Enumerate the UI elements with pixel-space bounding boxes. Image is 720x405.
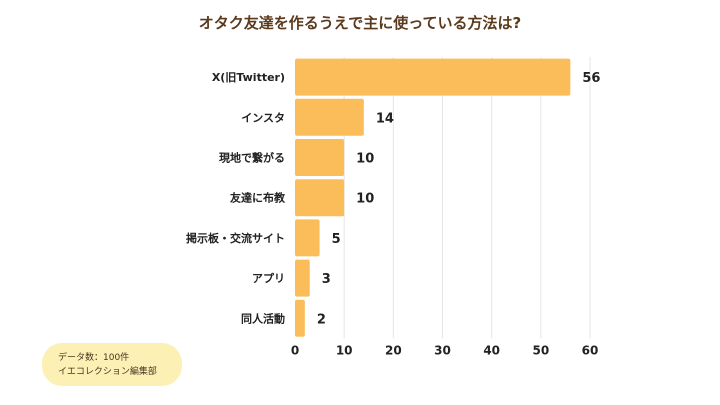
x-tick-label: 50 xyxy=(532,343,549,357)
bar xyxy=(295,179,345,217)
data-label: 10 xyxy=(356,192,374,207)
data-label: 2 xyxy=(317,312,326,327)
x-tick-label: 40 xyxy=(483,343,500,357)
bar xyxy=(295,98,364,136)
category-label: アプリ xyxy=(252,271,285,285)
bar xyxy=(295,219,320,257)
x-tick-label: 0 xyxy=(291,343,299,357)
chart-title: オタク友達を作るうえで主に使っている方法は? xyxy=(198,14,522,32)
data-label: 10 xyxy=(356,152,374,167)
x-tick-label: 60 xyxy=(582,343,599,357)
category-label: 同人活動 xyxy=(241,311,285,325)
category-label: 掲示板・交流サイト xyxy=(186,231,285,245)
x-tick-label: 20 xyxy=(385,343,402,357)
bar xyxy=(295,259,310,297)
data-label: 56 xyxy=(582,71,600,86)
bar xyxy=(295,58,571,96)
bar xyxy=(295,299,305,337)
bar xyxy=(295,139,345,176)
x-tick-label: 30 xyxy=(434,343,451,357)
data-label: 14 xyxy=(376,111,394,126)
category-label: X(旧Twitter) xyxy=(212,71,285,84)
data-label: 5 xyxy=(332,232,341,247)
category-label: 現地で繋がる xyxy=(219,151,285,165)
data-label: 3 xyxy=(322,272,331,287)
source-note: データ数：100件 イエコレクション編集部 xyxy=(42,343,182,386)
category-label: 友達に布教 xyxy=(230,191,286,205)
sample-size: データ数：100件 xyxy=(58,353,130,363)
source-credit: イエコレクション編集部 xyxy=(58,367,157,377)
x-tick-label: 10 xyxy=(336,343,353,357)
category-label: インスタ xyxy=(241,111,285,124)
